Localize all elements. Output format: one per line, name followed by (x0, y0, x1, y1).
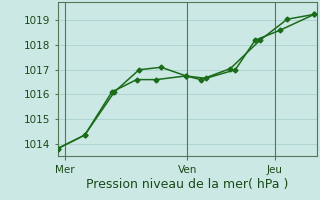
X-axis label: Pression niveau de la mer( hPa ): Pression niveau de la mer( hPa ) (86, 178, 288, 191)
